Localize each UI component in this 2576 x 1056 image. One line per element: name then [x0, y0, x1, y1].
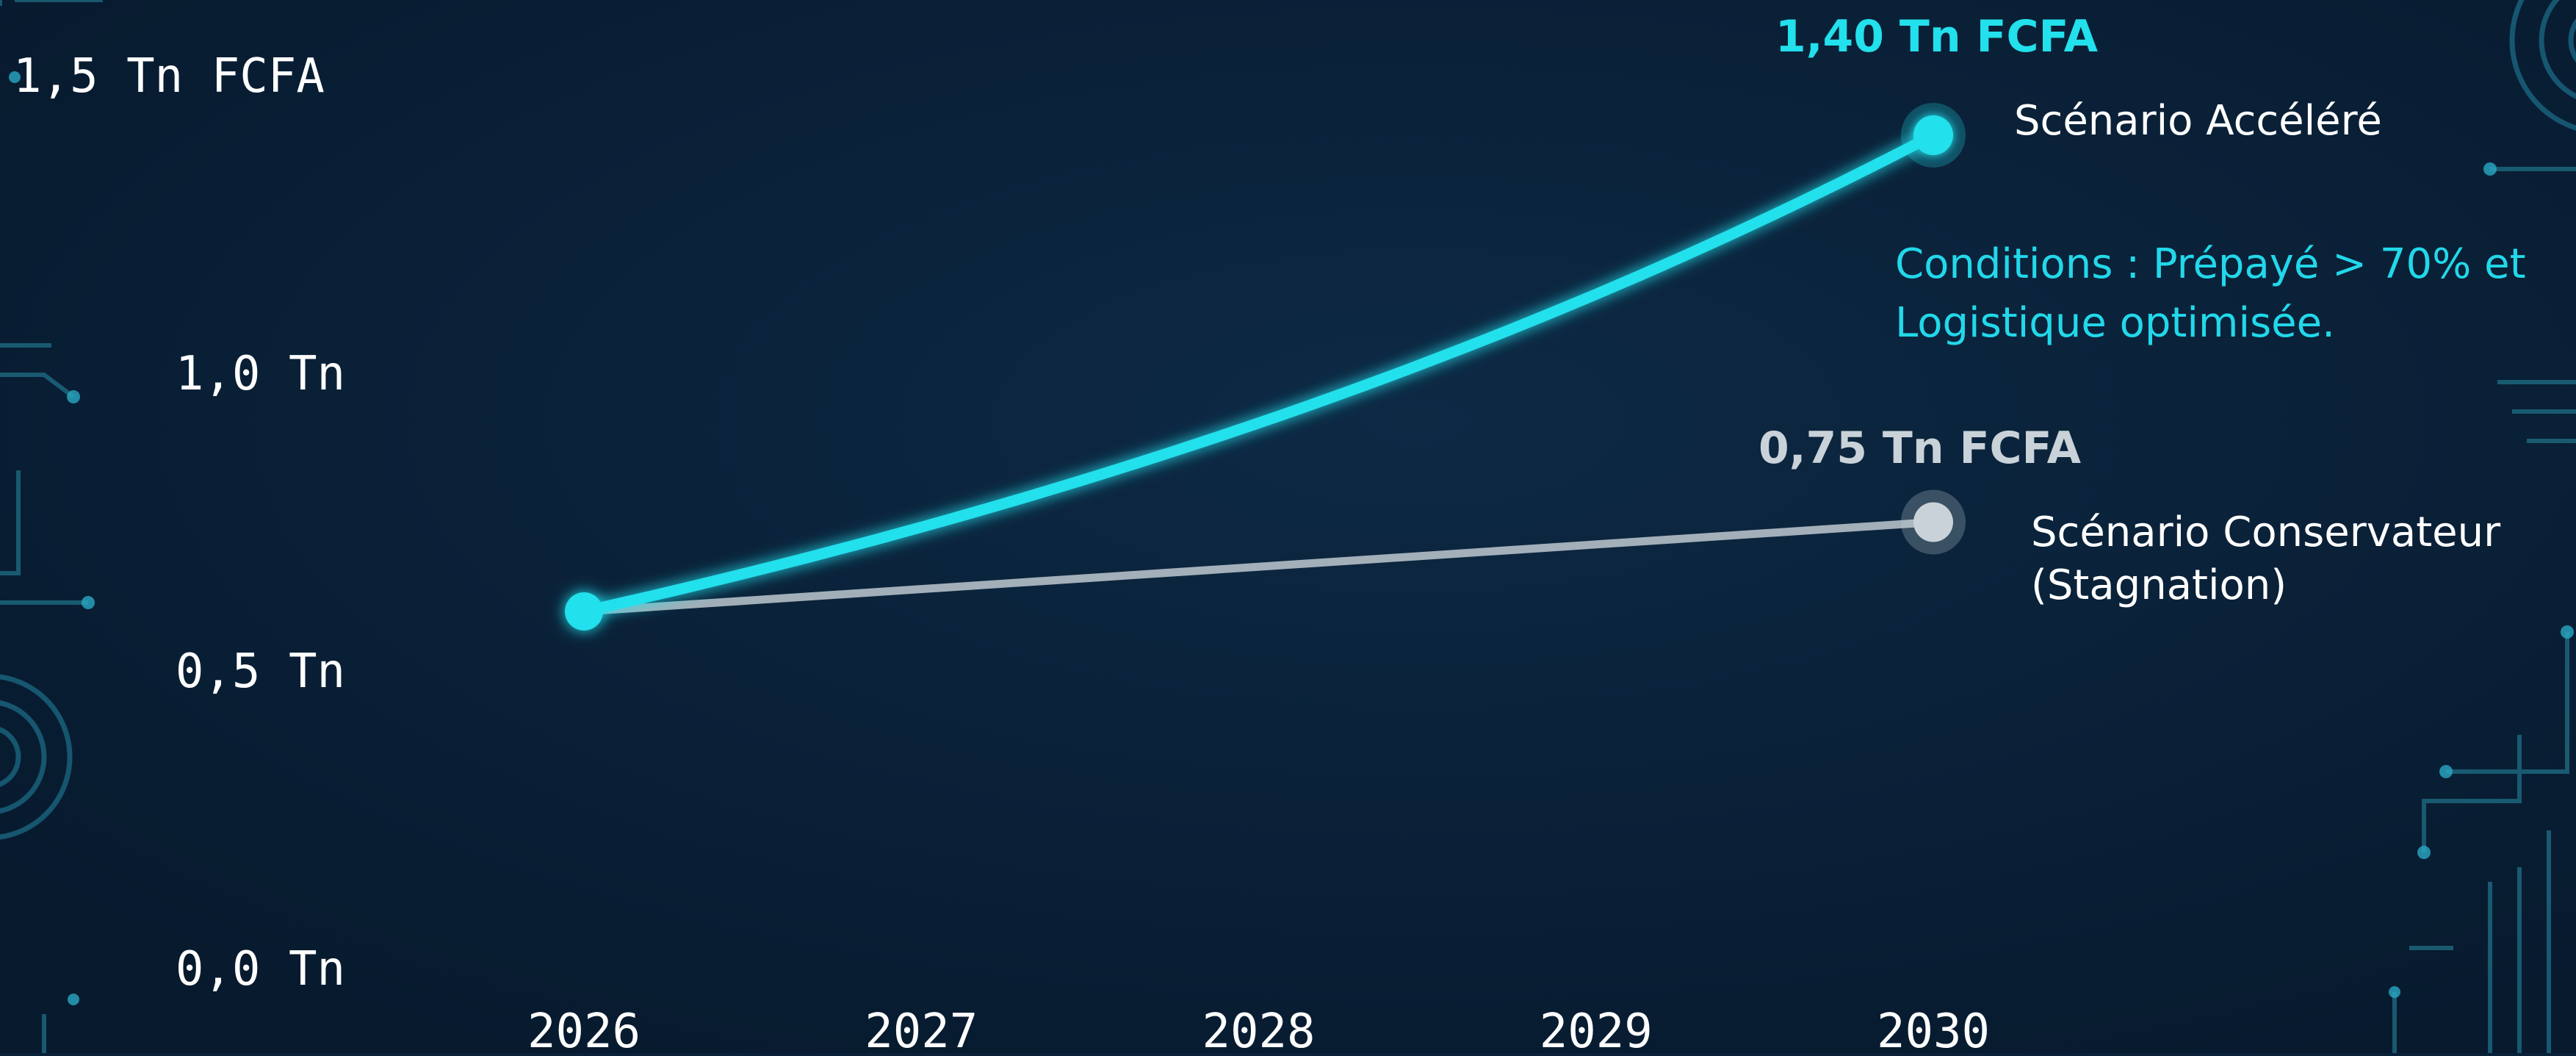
- series-end-point-conservateur: [1913, 502, 1953, 542]
- series-end-point-accelere: [1913, 115, 1953, 155]
- chart-labels: 1,40 Tn FCFA 0,75 Tn FCFA Scénario Accélér…: [1758, 11, 2526, 609]
- x-tick-label: 2028: [1202, 1005, 1315, 1053]
- concentric-rings-icon: [0, 0, 2576, 840]
- y-tick-label: 0,5 Tn: [176, 644, 345, 699]
- value-label-accelere: 1,40 Tn FCFA: [1775, 11, 2099, 62]
- y-tick-label: 1,0 Tn: [176, 347, 345, 401]
- circuit-node-icon: [9, 71, 2574, 1005]
- y-tick-label: 0,0 Tn: [176, 942, 345, 996]
- series-line-accelere: [578, 129, 1939, 617]
- x-tick-label: 2030: [1877, 1005, 1990, 1053]
- series-name-conservateur-line2: (Stagnation): [2031, 561, 2287, 609]
- x-tick-label: 2029: [1540, 1005, 1653, 1053]
- x-axis-ticks: 2026 2027 2028 2029 2030: [527, 1005, 1990, 1056]
- series-name-conservateur: Scénario Conservateur: [2031, 509, 2501, 556]
- x-tick-label: 2027: [865, 1005, 978, 1053]
- series-line-conservateur: [580, 518, 1938, 616]
- chart-axes: [399, 59, 2115, 972]
- series-name-accelere: Scénario Accéléré: [2014, 97, 2382, 145]
- annotation-line: Conditions : Prépayé > 70% et: [1895, 240, 2526, 288]
- annotation-line: Logistique optimisée.: [1895, 299, 2335, 347]
- value-label-conservateur: 0,75 Tn FCFA: [1758, 423, 2082, 474]
- y-axis-ticks: 0,0 Tn 0,5 Tn 1,0 Tn 1,5 Tn FCFA: [13, 49, 345, 996]
- series-start-point: [565, 592, 603, 631]
- chart-series: [565, 103, 1966, 631]
- y-tick-label: 1,5 Tn FCFA: [13, 49, 325, 104]
- x-tick-label: 2026: [527, 1005, 641, 1053]
